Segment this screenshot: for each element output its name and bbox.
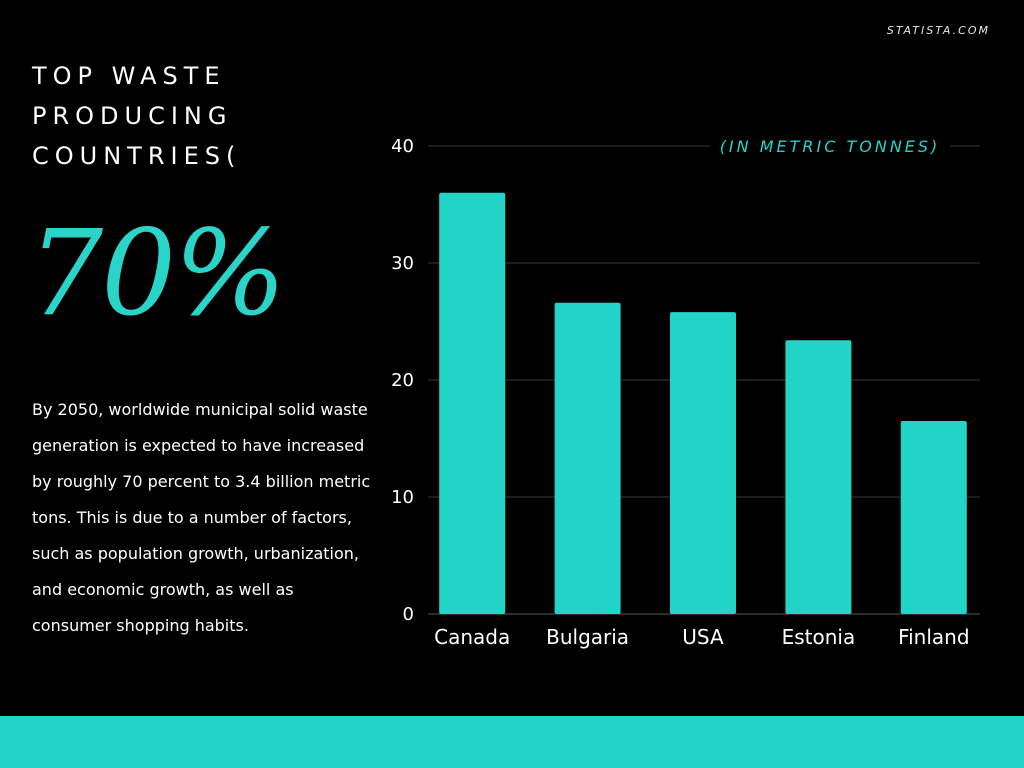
big-stat-value: 70%: [28, 204, 286, 342]
x-tick-label: Finland: [898, 625, 969, 649]
x-tick-label: Canada: [434, 625, 510, 649]
y-tick-label: 0: [403, 604, 414, 625]
bar-chart: 0 10 20 30 40 Canada Bulgaria USA Estonia Finland…: [391, 135, 980, 649]
bottom-accent-band: [0, 716, 1024, 768]
y-tick-label: 10: [391, 487, 414, 508]
source-label: STATISTA.COM: [886, 24, 990, 37]
x-tick-label: Bulgaria: [546, 625, 629, 649]
y-tick-label: 20: [391, 370, 414, 391]
bar-canada: [439, 192, 506, 615]
y-tick-label: 40: [391, 136, 414, 157]
unit-label: (IN METRIC TONNES): [720, 137, 941, 156]
x-tick-label: Estonia: [782, 625, 856, 649]
x-tick-label: USA: [682, 625, 724, 649]
bar-bulgaria: [554, 302, 621, 614]
y-tick-label: 30: [391, 253, 414, 274]
unit-label-backing: [710, 135, 950, 159]
description-text: By 2050, worldwide municipal solid waste…: [32, 400, 371, 635]
bar-usa: [670, 312, 736, 614]
page-title: TOP WASTE PRODUCING COUNTRIES(: [32, 62, 242, 170]
bar-estonia: [785, 340, 852, 614]
bar-finland: [900, 420, 967, 614]
